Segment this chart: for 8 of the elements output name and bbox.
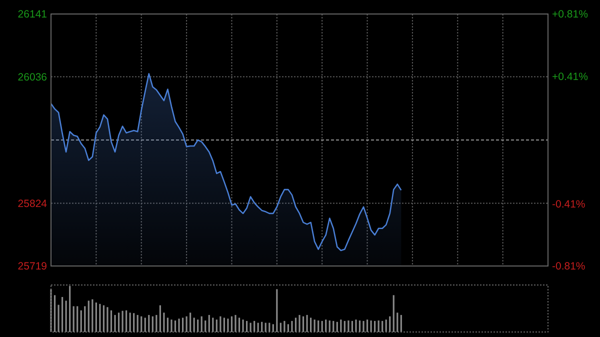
y-tick-label: 25719 [18,260,48,273]
y-tick-label: 26141 [18,8,48,21]
y-tick-label: 26036 [18,71,48,84]
y2-tick-label: -0.41% [552,198,586,210]
y2-tick-label: +0.41% [552,70,588,83]
y2-tick-label: -0.81% [552,260,586,273]
y2-tick-label: +0.81% [552,8,588,21]
y-tick-label: 25824 [18,198,48,210]
